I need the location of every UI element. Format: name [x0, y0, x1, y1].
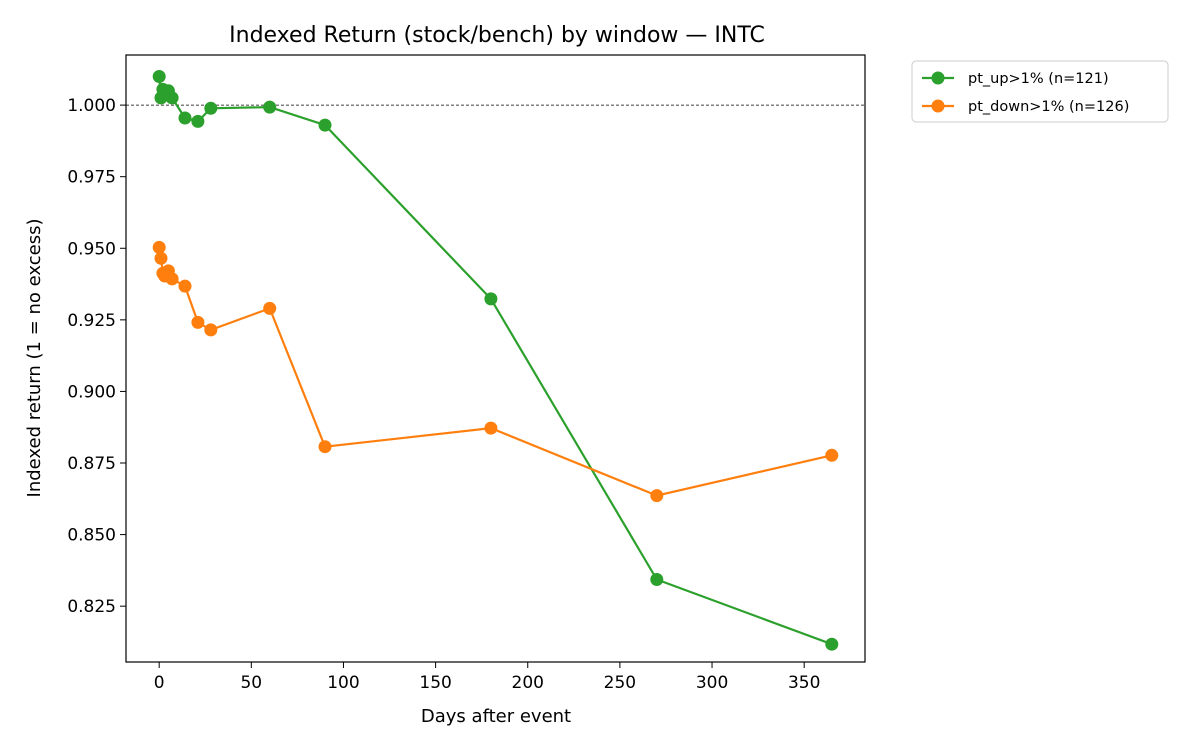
series-1-point	[650, 489, 664, 503]
legend-marker-1	[931, 99, 945, 113]
series-1-point	[152, 240, 166, 254]
legend-label-0: pt_up>1% (n=121)	[968, 71, 1109, 87]
x-tick-label: 250	[604, 673, 636, 693]
series-1-point	[263, 301, 277, 315]
x-tick-label: 100	[327, 673, 359, 693]
plot-area	[126, 70, 865, 651]
series-0-point	[152, 70, 166, 83]
series-line-0	[158, 76, 833, 646]
legend-label-1: pt_down>1% (n=126)	[968, 99, 1129, 115]
y-tick-label: 0.975	[67, 168, 116, 188]
x-tick-label: 300	[696, 673, 728, 693]
series-1-point	[204, 323, 218, 337]
series-0-point	[263, 100, 277, 114]
legend-box	[911, 60, 1169, 123]
series-0-point	[484, 292, 498, 306]
series-0-point	[650, 573, 664, 586]
x-tick-label: 150	[419, 673, 451, 693]
y-tick-label: 0.900	[67, 382, 116, 402]
y-tick-label: 0.850	[67, 526, 116, 546]
y-axis-label: Indexed return (1 = no excess)	[24, 219, 45, 498]
x-axis-label: Days after event	[421, 706, 571, 727]
y-tick-label: 1.000	[67, 96, 116, 116]
series-0-point	[204, 101, 218, 115]
series-0-point	[178, 111, 192, 125]
legend: pt_up>1% (n=121) pt_down>1% (n=126)	[911, 60, 1169, 123]
x-tick-label: 200	[512, 673, 544, 693]
x-tick-label: 350	[788, 673, 820, 693]
series-0-point	[825, 637, 839, 651]
series-0-point	[165, 91, 179, 105]
series-1-point	[484, 421, 498, 435]
series-0-point	[318, 118, 332, 132]
series-0-point	[191, 114, 205, 128]
x-tick-label: 50	[240, 673, 262, 693]
series-1-point	[178, 279, 192, 293]
y-tick-label: 0.925	[67, 311, 116, 331]
series-1-point	[165, 272, 179, 286]
y-tick-label: 0.875	[67, 454, 116, 474]
series-1-point	[191, 315, 205, 329]
y-tick-label: 0.950	[67, 239, 116, 259]
plot-frame	[125, 54, 866, 663]
series-1-point	[154, 251, 168, 265]
series-1-point	[825, 448, 839, 462]
x-tick-label: 0	[154, 673, 165, 693]
axis-ticks: 0 50 100 150 200 250 300 350 0.825 0.850 0.875 0.90…	[67, 96, 820, 693]
series-1-point	[318, 440, 332, 454]
series-line-1	[158, 247, 833, 497]
y-tick-label: 0.825	[67, 597, 116, 617]
legend-marker-0	[931, 71, 945, 85]
chart-title: Indexed Return (stock/bench) by window —…	[229, 23, 765, 48]
